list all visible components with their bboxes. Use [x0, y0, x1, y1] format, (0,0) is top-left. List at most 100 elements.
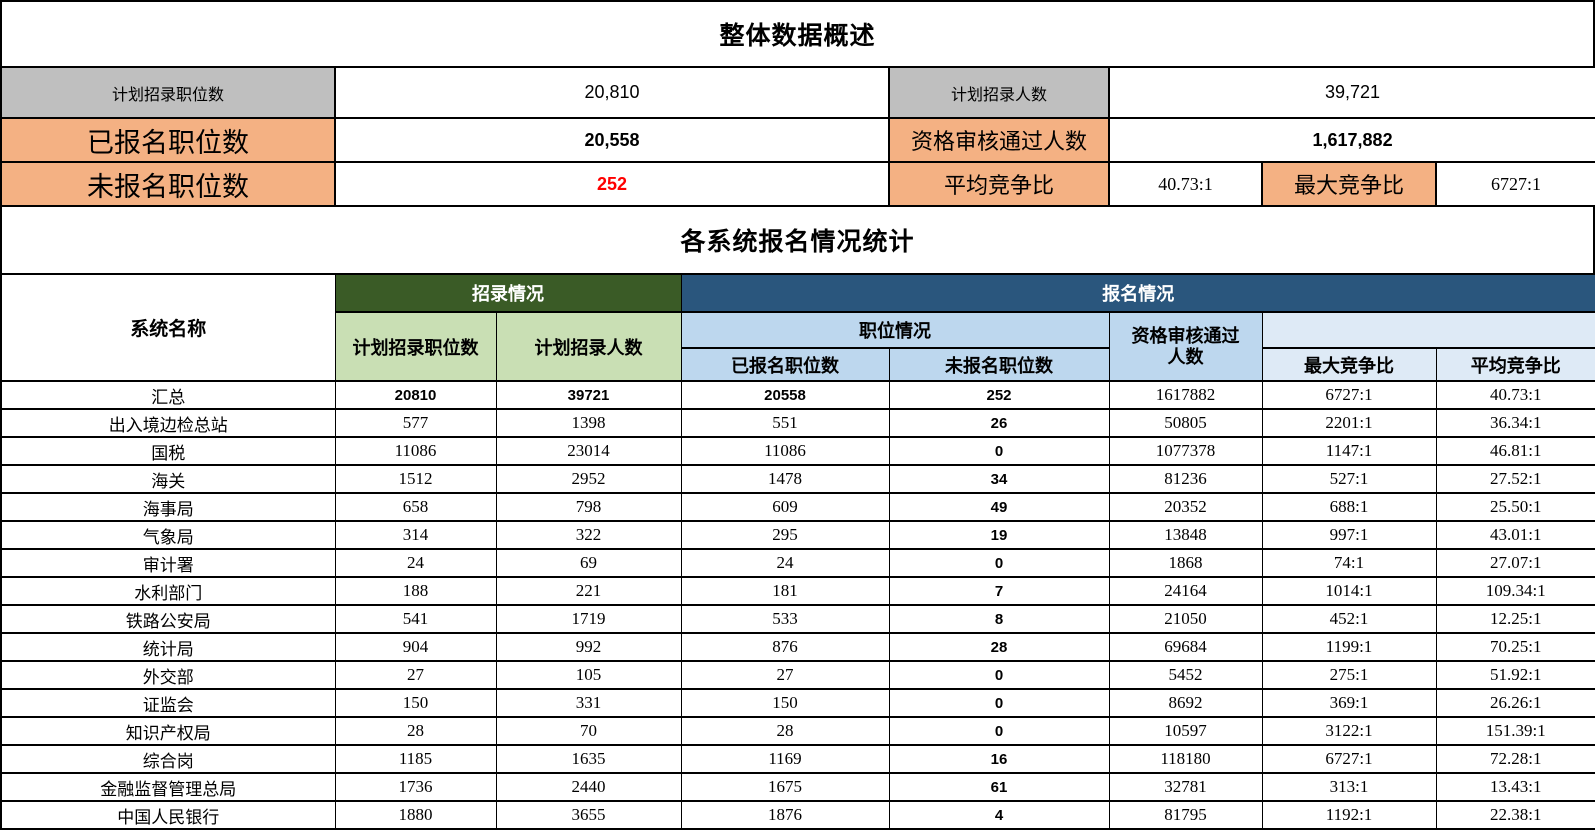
cell-unapplied-positions[interactable]: 28 — [888, 632, 1110, 662]
cell-system-name[interactable]: 知识产权局 — [0, 716, 336, 746]
cell-planned-positions[interactable]: 577 — [334, 408, 497, 438]
cell-avg-ratio[interactable]: 43.01:1 — [1435, 520, 1595, 550]
cell-qualified[interactable]: 21050 — [1108, 604, 1263, 634]
cell-planned-headcount[interactable]: 798 — [495, 492, 682, 522]
cell-unapplied-positions[interactable]: 49 — [888, 492, 1110, 522]
cell-planned-positions[interactable]: 541 — [334, 604, 497, 634]
cell-avg-ratio[interactable]: 46.81:1 — [1435, 436, 1595, 466]
cell-system-name[interactable]: 统计局 — [0, 632, 336, 662]
cell-planned-headcount[interactable]: 2952 — [495, 464, 682, 494]
cell-max-ratio[interactable]: 997:1 — [1261, 520, 1437, 550]
cell-planned-positions[interactable]: 658 — [334, 492, 497, 522]
cell-planned-headcount[interactable]: 322 — [495, 520, 682, 550]
cell-planned-positions[interactable]: 24 — [334, 548, 497, 578]
cell-unapplied-positions[interactable]: 0 — [888, 436, 1110, 466]
header-ratio-spacer[interactable] — [1261, 311, 1595, 349]
cell-applied-positions[interactable]: 876 — [680, 632, 890, 662]
header-system-name[interactable]: 系统名称 — [0, 273, 336, 382]
cell-planned-positions[interactable]: 188 — [334, 576, 497, 606]
cell-avg-ratio[interactable]: 27.52:1 — [1435, 464, 1595, 494]
cell-applied-positions[interactable]: 28 — [680, 716, 890, 746]
planned-positions-value[interactable]: 20,810 — [333, 66, 891, 119]
cell-max-ratio[interactable]: 452:1 — [1261, 604, 1437, 634]
cell-unapplied-positions[interactable]: 0 — [888, 688, 1110, 718]
cell-max-ratio[interactable]: 275:1 — [1261, 660, 1437, 690]
cell-system-name[interactable]: 海事局 — [0, 492, 336, 522]
cell-system-name[interactable]: 出入境边检总站 — [0, 408, 336, 438]
cell-unapplied-positions[interactable]: 7 — [888, 576, 1110, 606]
cell-avg-ratio[interactable]: 26.26:1 — [1435, 688, 1595, 718]
cell-system-name[interactable]: 气象局 — [0, 520, 336, 550]
cell-qualified[interactable]: 1868 — [1108, 548, 1263, 578]
cell-max-ratio[interactable]: 313:1 — [1261, 772, 1437, 802]
cell-system-name[interactable]: 证监会 — [0, 688, 336, 718]
cell-planned-headcount[interactable]: 1719 — [495, 604, 682, 634]
cell-applied-positions[interactable]: 27 — [680, 660, 890, 690]
cell-qualified[interactable]: 1077378 — [1108, 436, 1263, 466]
cell-applied-positions[interactable]: 150 — [680, 688, 890, 718]
header-apply-group[interactable]: 报名情况 — [680, 273, 1595, 313]
cell-planned-headcount[interactable]: 23014 — [495, 436, 682, 466]
cell-system-name[interactable]: 水利部门 — [0, 576, 336, 606]
header-max-ratio[interactable]: 最大竞争比 — [1261, 347, 1437, 382]
cell-qualified[interactable]: 5452 — [1108, 660, 1263, 690]
cell-qualified[interactable]: 69684 — [1108, 632, 1263, 662]
header-unapplied-positions[interactable]: 未报名职位数 — [888, 347, 1110, 382]
header-planned-positions[interactable]: 计划招录职位数 — [334, 311, 497, 382]
cell-max-ratio[interactable]: 688:1 — [1261, 492, 1437, 522]
cell-max-ratio[interactable]: 1014:1 — [1261, 576, 1437, 606]
cell-qualified[interactable]: 13848 — [1108, 520, 1263, 550]
cell-avg-ratio[interactable]: 51.92:1 — [1435, 660, 1595, 690]
cell-avg-ratio[interactable]: 22.38:1 — [1435, 800, 1595, 830]
cell-planned-headcount[interactable]: 105 — [495, 660, 682, 690]
cell-max-ratio[interactable]: 6727:1 — [1261, 744, 1437, 774]
cell-max-ratio[interactable]: 527:1 — [1261, 464, 1437, 494]
header-position-status[interactable]: 职位情况 — [680, 311, 1110, 349]
cell-qualified[interactable]: 20352 — [1108, 492, 1263, 522]
cell-unapplied-positions[interactable]: 0 — [888, 548, 1110, 578]
cell-qualified[interactable]: 81236 — [1108, 464, 1263, 494]
unapplied-positions-label[interactable]: 未报名职位数 — [0, 161, 336, 207]
cell-applied-positions[interactable]: 24 — [680, 548, 890, 578]
cell-planned-positions[interactable]: 1185 — [334, 744, 497, 774]
cell-planned-positions[interactable]: 11086 — [334, 436, 497, 466]
cell-planned-headcount[interactable]: 221 — [495, 576, 682, 606]
planned-headcount-value[interactable]: 39,721 — [1108, 66, 1595, 119]
cell-avg-ratio[interactable]: 151.39:1 — [1435, 716, 1595, 746]
cell-planned-positions[interactable]: 1880 — [334, 800, 497, 830]
cell-applied-positions[interactable]: 551 — [680, 408, 890, 438]
cell-unapplied-positions[interactable]: 8 — [888, 604, 1110, 634]
cell-max-ratio[interactable]: 6727:1 — [1261, 380, 1437, 410]
applied-positions-value[interactable]: 20,558 — [333, 117, 891, 163]
cell-avg-ratio[interactable]: 36.34:1 — [1435, 408, 1595, 438]
cell-max-ratio[interactable]: 2201:1 — [1261, 408, 1437, 438]
planned-headcount-label[interactable]: 计划招录人数 — [888, 66, 1111, 119]
cell-planned-headcount[interactable]: 1635 — [495, 744, 682, 774]
cell-planned-headcount[interactable]: 1398 — [495, 408, 682, 438]
header-qualified[interactable]: 资格审核通过 人数 — [1108, 311, 1263, 382]
cell-applied-positions[interactable]: 20558 — [680, 380, 890, 410]
cell-max-ratio[interactable]: 369:1 — [1261, 688, 1437, 718]
cell-system-name[interactable]: 审计署 — [0, 548, 336, 578]
cell-qualified[interactable]: 1617882 — [1108, 380, 1263, 410]
cell-planned-positions[interactable]: 314 — [334, 520, 497, 550]
cell-planned-headcount[interactable]: 69 — [495, 548, 682, 578]
cell-avg-ratio[interactable]: 13.43:1 — [1435, 772, 1595, 802]
avg-ratio-label[interactable]: 平均竞争比 — [888, 161, 1111, 207]
header-applied-positions[interactable]: 已报名职位数 — [680, 347, 890, 382]
cell-planned-headcount[interactable]: 39721 — [495, 380, 682, 410]
cell-avg-ratio[interactable]: 12.25:1 — [1435, 604, 1595, 634]
cell-unapplied-positions[interactable]: 61 — [888, 772, 1110, 802]
cell-max-ratio[interactable]: 1147:1 — [1261, 436, 1437, 466]
cell-system-name[interactable]: 海关 — [0, 464, 336, 494]
cell-qualified[interactable]: 32781 — [1108, 772, 1263, 802]
cell-qualified[interactable]: 50805 — [1108, 408, 1263, 438]
cell-applied-positions[interactable]: 609 — [680, 492, 890, 522]
cell-planned-headcount[interactable]: 70 — [495, 716, 682, 746]
max-ratio-value[interactable]: 6727:1 — [1435, 161, 1595, 207]
max-ratio-label[interactable]: 最大竞争比 — [1261, 161, 1438, 207]
cell-planned-headcount[interactable]: 992 — [495, 632, 682, 662]
cell-planned-positions[interactable]: 1736 — [334, 772, 497, 802]
cell-applied-positions[interactable]: 11086 — [680, 436, 890, 466]
header-planned-headcount[interactable]: 计划招录人数 — [495, 311, 682, 382]
